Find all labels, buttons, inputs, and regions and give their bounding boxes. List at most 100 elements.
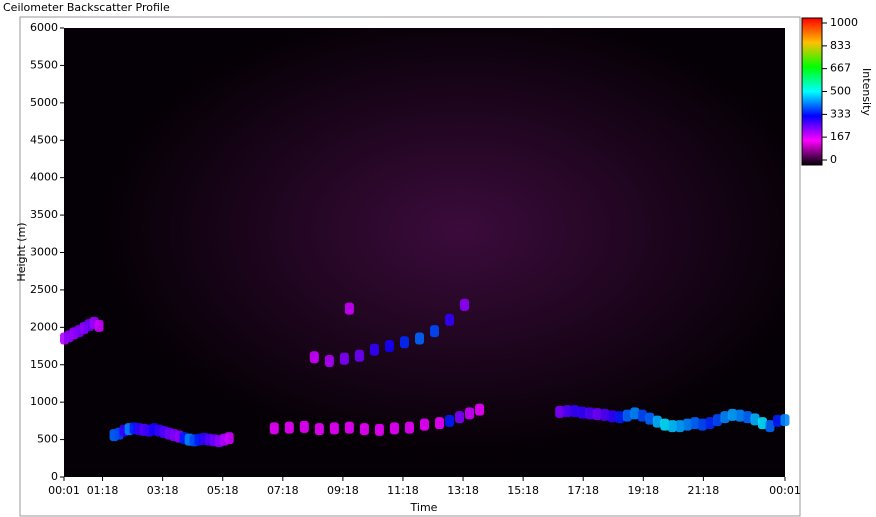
heatmap-cell [765, 420, 775, 433]
x-tick-label: 21:18 [688, 484, 720, 497]
colorbar-tick-label: 167 [830, 130, 851, 143]
y-tick-label: 6000 [30, 21, 58, 34]
heatmap-cell [399, 336, 409, 349]
heatmap-cells [60, 298, 790, 448]
heatmap-cell [570, 405, 580, 418]
x-tick-label: 00:01 [48, 484, 80, 497]
heatmap-cell [622, 409, 632, 422]
y-tick-label: 1000 [30, 395, 58, 408]
y-tick-label: 3000 [30, 246, 58, 259]
heatmap-cell [660, 418, 670, 431]
heatmap-cell [309, 351, 319, 364]
y-tick-label: 3500 [30, 208, 58, 221]
heatmap-cell [445, 414, 455, 427]
heatmap-cell [667, 420, 677, 433]
x-tick-label: 19:18 [627, 484, 659, 497]
colorbar-tick-label: 833 [830, 39, 851, 52]
heatmap-cell [404, 421, 414, 434]
heatmap-cell [675, 420, 685, 433]
chart-title: Ceilometer Backscatter Profile [3, 1, 170, 14]
heatmap-cell [720, 411, 730, 424]
heatmap-cell [735, 409, 745, 422]
heatmap-cell [339, 352, 349, 365]
x-tick-label: 03:18 [147, 484, 179, 497]
colorbar-tick-label: 0 [830, 153, 837, 166]
heatmap-cell [384, 340, 394, 353]
heatmap-cell [455, 411, 465, 424]
heatmap-cell [369, 343, 379, 356]
background-haze [64, 28, 785, 477]
heatmap-cell [697, 418, 707, 431]
heatmap-cell [374, 423, 384, 436]
y-tick-label: 4000 [30, 171, 58, 184]
heatmap-cell [329, 422, 339, 435]
heatmap-cell [445, 313, 455, 326]
heatmap-cell [299, 420, 309, 433]
heatmap-cell [389, 422, 399, 435]
y-tick-label: 5000 [30, 96, 58, 109]
colorbar-tick-label: 500 [830, 85, 851, 98]
heatmap-cell [712, 414, 722, 427]
heatmap-cell [607, 410, 617, 423]
y-tick-label: 2500 [30, 283, 58, 296]
heatmap-cell [577, 406, 587, 419]
heatmap-cell [94, 319, 104, 332]
heatmap-cell [314, 423, 324, 436]
heatmap-cell [637, 409, 647, 422]
colorbar-tick-label: 667 [830, 62, 851, 75]
heatmap-cell [727, 408, 737, 421]
heatmap-cell [705, 417, 715, 430]
y-axis-label: Height (m) [15, 222, 28, 281]
heatmap-cell [419, 418, 429, 431]
x-tick-label: 09:18 [327, 484, 359, 497]
heatmap-cell [475, 403, 485, 416]
heatmap-cell [344, 421, 354, 434]
colorbar-tick-label: 1000 [830, 16, 858, 29]
y-tick-label: 0 [51, 470, 58, 483]
y-tick-label: 1500 [30, 358, 58, 371]
heatmap-cell [284, 421, 294, 434]
heatmap-cell [682, 418, 692, 431]
heatmap-cell [615, 411, 625, 424]
x-tick-label: 11:18 [387, 484, 419, 497]
x-tick-label: 17:18 [567, 484, 599, 497]
heatmap-cell [652, 415, 662, 428]
heatmap-cell [324, 355, 334, 368]
heatmap-cell [630, 407, 640, 420]
colorbar-label: Intensity [860, 68, 873, 116]
y-tick-label: 5500 [30, 58, 58, 71]
heatmap-cell [460, 298, 470, 311]
heatmap-cell [772, 414, 782, 427]
y-tick-label: 4500 [30, 133, 58, 146]
x-axis-label: Time [410, 501, 438, 514]
x-tick-label: 05:18 [207, 484, 239, 497]
heatmap-cell [344, 302, 354, 315]
heatmap-cell [645, 412, 655, 425]
x-tick-label: 07:18 [267, 484, 299, 497]
colorbar-tick-label: 333 [830, 107, 851, 120]
heatmap-cell [690, 417, 700, 430]
heatmap-cell [780, 414, 790, 427]
x-tick-label: 13:18 [447, 484, 479, 497]
x-tick-label: 15:18 [507, 484, 539, 497]
colorbar [801, 17, 823, 166]
heatmap-cell [757, 417, 767, 430]
heatmap-cell [269, 422, 279, 435]
heatmap-cell [750, 413, 760, 426]
heatmap-cell [600, 408, 610, 421]
heatmap-cell [354, 349, 364, 362]
x-tick-label: 00:01 [769, 484, 801, 497]
heatmap-cell [465, 407, 475, 420]
y-tick-label: 500 [37, 433, 58, 446]
x-tick-label: 01:18 [87, 484, 119, 497]
heatmap-cell [430, 325, 440, 338]
heatmap-cell [592, 408, 602, 421]
y-tick-label: 2000 [30, 320, 58, 333]
heatmap-cell [435, 417, 445, 430]
heatmap-cell [585, 407, 595, 420]
heatmap-cell [562, 405, 572, 418]
heatmap-cell [414, 332, 424, 345]
heatmap-cell [742, 411, 752, 424]
heatmap-cell [359, 423, 369, 436]
